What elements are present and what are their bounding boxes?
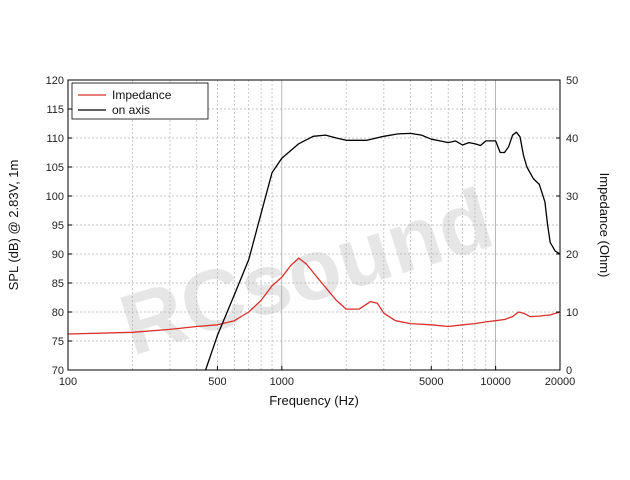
y-tick-label: 100 xyxy=(46,191,64,203)
y-tick-label: 105 xyxy=(46,162,64,174)
y2-tick-label: 40 xyxy=(566,133,578,145)
x-tick-label: 500 xyxy=(208,376,226,388)
y-tick-label: 120 xyxy=(46,75,64,87)
y-tick-label: 90 xyxy=(52,249,64,261)
y-tick-label: 70 xyxy=(52,365,64,377)
x-tick-label: 5000 xyxy=(419,376,443,388)
y-tick-label: 80 xyxy=(52,307,64,319)
series-line-on-axis xyxy=(204,131,560,370)
chart-grid xyxy=(68,80,560,370)
x-axis-label: Frequency (Hz) xyxy=(269,393,359,408)
y2-tick-label: 10 xyxy=(566,307,578,319)
x-tick-label: 10000 xyxy=(480,376,511,388)
x-tick-label: 1000 xyxy=(270,376,294,388)
y2-tick-label: 50 xyxy=(566,75,578,87)
series-line-impedance xyxy=(68,257,560,335)
axis-ticks: 70 75 80 85 90 95 100 105 110 115 120 0 10 20 30 40 50 10… xyxy=(46,75,579,388)
x-tick-label: 20000 xyxy=(545,376,576,388)
legend-box xyxy=(71,82,209,120)
y-tick-label: 75 xyxy=(52,336,64,348)
y-tick-label: 110 xyxy=(46,133,64,145)
legend-label: on axis xyxy=(112,103,150,117)
left-y-axis-label: SPL (dB) @ 2.83V, 1m xyxy=(6,160,21,291)
legend-label: Impedance xyxy=(112,88,172,102)
right-y-axis-label: Impedance (Ohm) xyxy=(597,173,612,278)
y-tick-label: 95 xyxy=(52,220,64,232)
y2-tick-label: 20 xyxy=(566,249,578,261)
x-tick-label: 100 xyxy=(59,376,77,388)
y2-tick-label: 0 xyxy=(566,365,572,377)
y2-tick-label: 30 xyxy=(566,191,578,203)
rcsound-watermark: RCsound xyxy=(110,170,504,374)
y-tick-label: 115 xyxy=(46,104,64,116)
y-tick-label: 85 xyxy=(52,278,64,290)
series-layer xyxy=(68,131,560,370)
watermark-text: RCsound xyxy=(110,170,504,374)
